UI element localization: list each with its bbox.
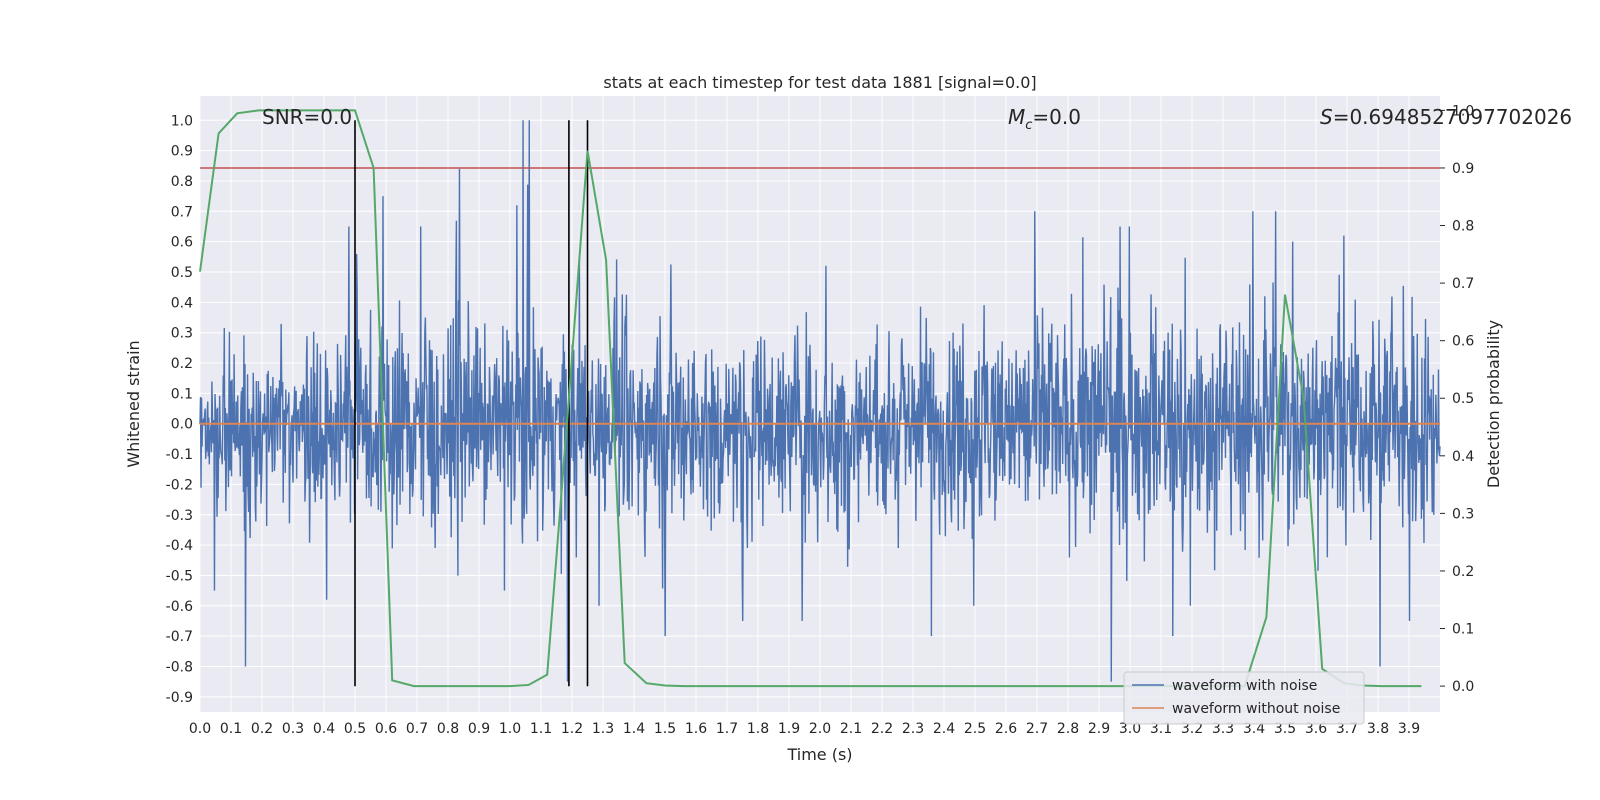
- chirp-mass-subscript: c: [1025, 118, 1032, 133]
- x-tick-label: 0.4: [313, 721, 335, 737]
- y-tick-label: 0.2: [171, 356, 193, 372]
- chirp-mass-value: =0.0: [1032, 105, 1081, 129]
- x-tick-label: 2.6: [995, 721, 1017, 737]
- y-tick-label: 0.8: [171, 174, 193, 190]
- x-tick-label: 0.5: [344, 721, 366, 737]
- score-value: =0.6948527097702026: [1333, 105, 1572, 129]
- x-axis-ticks: 0.0 0.1 0.2 0.3 0.4 0.5 0.6 0.7 0.8 0.9 1.0 1.1 1.2 1…: [189, 721, 1420, 737]
- x-tick-label: 3.1: [1150, 721, 1172, 737]
- y-tick-label: 1.0: [171, 113, 193, 129]
- x-tick-label: 1.2: [561, 721, 583, 737]
- legend-label-clean: waveform without noise: [1172, 701, 1340, 717]
- y2-tick-label: 0.2: [1452, 564, 1474, 580]
- x-tick-label: 2.1: [840, 721, 862, 737]
- y2-axis-ticks: 1.0 0.9 0.8 0.7 0.6 0.5 0.4 0.3 0.2 0.1 0.0: [1440, 103, 1474, 695]
- x-tick-label: 2.3: [902, 721, 924, 737]
- snr-annotation: SNR=0.0: [262, 105, 352, 129]
- y-tick-label: -0.4: [166, 538, 193, 554]
- y-tick-label: 0.6: [171, 235, 193, 251]
- x-tick-label: 3.8: [1367, 721, 1389, 737]
- y2-tick-label: 0.7: [1452, 276, 1474, 292]
- x-tick-label: 2.4: [933, 721, 955, 737]
- y2-tick-label: 0.8: [1452, 219, 1474, 235]
- y-tick-label: -0.8: [166, 659, 193, 675]
- y-tick-label: 0.1: [171, 386, 193, 402]
- x-tick-label: 2.7: [1026, 721, 1048, 737]
- y2-tick-label: 0.9: [1452, 161, 1474, 177]
- x-tick-label: 0.3: [282, 721, 304, 737]
- x-tick-label: 2.8: [1057, 721, 1079, 737]
- x-tick-label: 3.5: [1274, 721, 1296, 737]
- x-tick-label: 1.3: [592, 721, 614, 737]
- x-tick-label: 1.0: [499, 721, 521, 737]
- legend-box: [1123, 671, 1365, 725]
- chirp-mass-annotation: Mc=0.0: [1008, 105, 1081, 133]
- x-tick-label: 3.7: [1336, 721, 1358, 737]
- y2-tick-label: 0.5: [1452, 391, 1474, 407]
- x-tick-label: 0.8: [437, 721, 459, 737]
- x-tick-label: 0.0: [189, 721, 211, 737]
- x-tick-label: 2.5: [964, 721, 986, 737]
- y-tick-label: 0.7: [171, 204, 193, 220]
- y2-axis-label: Detection probability: [1484, 320, 1503, 488]
- x-tick-label: 1.7: [716, 721, 738, 737]
- x-tick-label: 3.6: [1305, 721, 1327, 737]
- y-tick-label: -0.2: [166, 477, 193, 493]
- noise-waveform-line: [199, 120, 1441, 682]
- series-waveform-with-noise: [199, 120, 1441, 682]
- chirp-mass-symbol: M: [1008, 105, 1025, 129]
- x-tick-label: 1.8: [747, 721, 769, 737]
- score-symbol: S: [1320, 105, 1333, 129]
- legend: waveform with noise waveform without noi…: [1123, 671, 1365, 725]
- x-tick-label: 3.4: [1243, 721, 1265, 737]
- x-tick-label: 3.2: [1181, 721, 1203, 737]
- x-tick-label: 0.2: [251, 721, 273, 737]
- y2-tick-label: 0.3: [1452, 506, 1474, 522]
- x-tick-label: 0.1: [220, 721, 242, 737]
- x-tick-label: 3.3: [1212, 721, 1234, 737]
- y-tick-label: 0.3: [171, 326, 193, 342]
- y-tick-label: 0.9: [171, 144, 193, 160]
- y-tick-label: 0.0: [171, 417, 193, 433]
- y-tick-label: -0.5: [166, 568, 193, 584]
- y2-tick-label: 0.0: [1452, 679, 1474, 695]
- y-tick-label: 0.4: [171, 295, 193, 311]
- x-tick-label: 3.9: [1398, 721, 1420, 737]
- x-tick-label: 0.7: [406, 721, 428, 737]
- y-tick-label: -0.3: [166, 508, 193, 524]
- y-tick-label: -0.9: [166, 690, 193, 706]
- y-tick-label: 0.5: [171, 265, 193, 281]
- y2-tick-label: 1.0: [1452, 103, 1474, 119]
- y-axis-ticks: 1.0 0.9 0.8 0.7 0.6 0.5 0.4 0.3 0.2 0.1 0.0 -0.1 -0.…: [166, 113, 193, 706]
- x-axis-label: Time (s): [786, 745, 852, 764]
- y-tick-label: -0.7: [166, 629, 193, 645]
- score-annotation: S=0.6948527097702026: [1320, 105, 1572, 129]
- y2-tick-label: 0.4: [1452, 449, 1474, 465]
- y2-tick-label: 0.6: [1452, 334, 1474, 350]
- x-tick-label: 1.9: [778, 721, 800, 737]
- x-tick-label: 0.9: [468, 721, 490, 737]
- x-tick-label: 1.5: [654, 721, 676, 737]
- x-tick-label: 1.6: [685, 721, 707, 737]
- y2-tick-label: 0.1: [1452, 622, 1474, 638]
- chart-title: stats at each timestep for test data 188…: [603, 73, 1036, 92]
- y-tick-label: -0.6: [166, 599, 193, 615]
- legend-label-noise: waveform with noise: [1172, 678, 1317, 694]
- x-tick-label: 2.0: [809, 721, 831, 737]
- x-tick-label: 3.0: [1119, 721, 1141, 737]
- x-tick-label: 1.1: [530, 721, 552, 737]
- y-axis-label: Whitened strain: [124, 340, 143, 467]
- x-tick-label: 2.2: [871, 721, 893, 737]
- y-tick-label: -0.1: [166, 447, 193, 463]
- x-tick-label: 1.4: [623, 721, 645, 737]
- x-tick-label: 2.9: [1088, 721, 1110, 737]
- x-tick-label: 0.6: [375, 721, 397, 737]
